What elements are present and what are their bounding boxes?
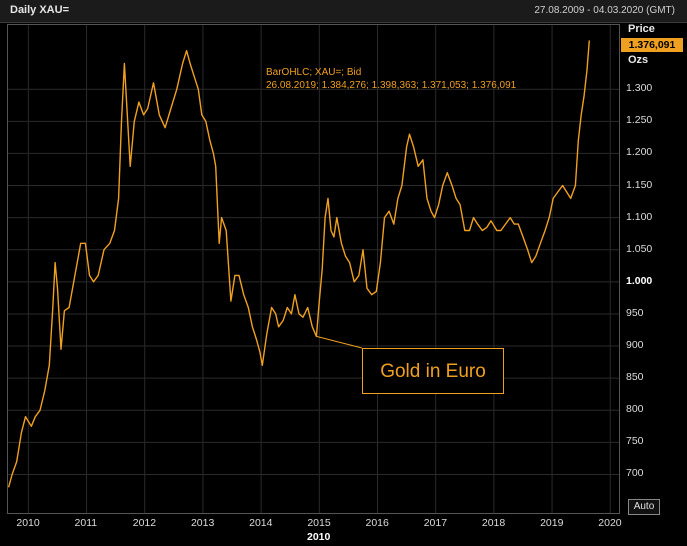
x-tick-label: 2014	[249, 517, 273, 529]
y-tick-label: 900	[626, 339, 644, 352]
price-series-line	[7, 40, 590, 488]
x-axis-sublabel: 2010	[307, 531, 331, 543]
title-bar: Daily XAU= 27.08.2009 - 04.03.2020 (GMT)	[0, 0, 687, 23]
x-tick-label: 2012	[132, 517, 157, 529]
current-price-badge: 1.376,091	[621, 38, 683, 52]
legend-ohlc-values: 26.08.2019; 1.384,276; 1.398,363; 1.371,…	[266, 80, 517, 91]
y-tick-label: 950	[626, 306, 644, 319]
y-tick-label: 1.100	[626, 210, 653, 223]
y-tick-label: 1.150	[626, 178, 653, 191]
y-tick-label: 750	[626, 435, 644, 448]
x-tick-label: 2010	[16, 517, 40, 529]
auto-scale-button[interactable]: Auto	[628, 499, 660, 515]
chart-title: Daily XAU=	[10, 4, 69, 16]
legend-series-name: BarOHLC; XAU=; Bid	[266, 67, 362, 78]
y-tick-label: 850	[626, 371, 644, 384]
x-tick-label: 2016	[365, 517, 389, 529]
x-tick-label: 2020	[598, 517, 622, 529]
x-tick-label: 2015	[307, 517, 331, 529]
y-tick-label: 1.050	[626, 242, 653, 255]
y-tick-label: 800	[626, 403, 644, 416]
y-tick-label: 1.000	[626, 274, 653, 287]
x-tick-label: 2013	[190, 517, 215, 529]
x-tick-label: 2018	[481, 517, 506, 529]
y-tick-label: 1.300	[626, 82, 653, 95]
annotation-connector	[316, 335, 363, 349]
y-tick-label: 700	[626, 467, 644, 480]
price-axis-heading: Price	[628, 23, 655, 35]
date-range: 27.08.2009 - 04.03.2020 (GMT)	[534, 5, 675, 16]
y-tick-label: 1.250	[626, 114, 653, 127]
y-tick-label: 1.200	[626, 146, 653, 159]
series-legend: BarOHLC; XAU=; Bid 26.08.2019; 1.384,276…	[266, 66, 516, 92]
plot-area[interactable]	[7, 24, 620, 514]
x-tick-label: 2019	[540, 517, 564, 529]
x-tick-label: 2017	[423, 517, 448, 529]
unit-label: Ozs	[628, 54, 649, 66]
annotation-callout: Gold in Euro	[362, 348, 504, 394]
x-tick-label: 2011	[74, 517, 98, 529]
